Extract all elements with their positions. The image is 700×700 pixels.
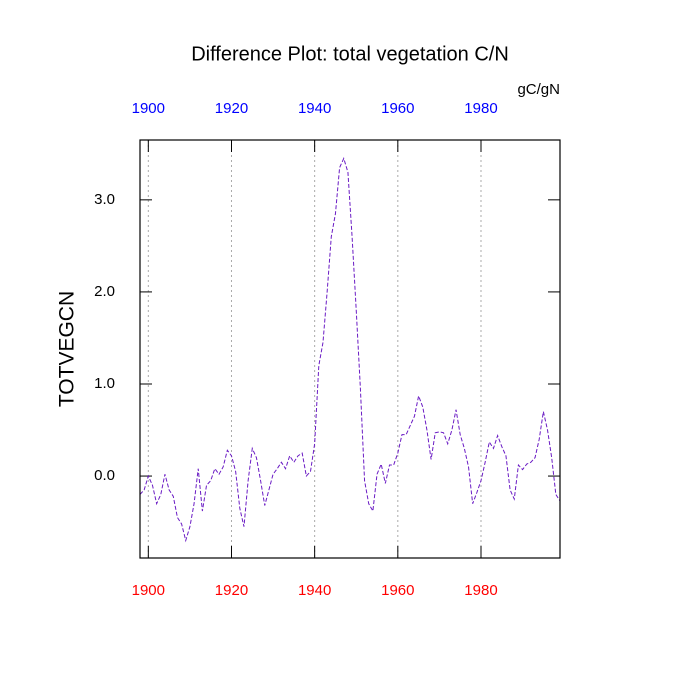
- y-axis-label: TOTVEGCN: [56, 291, 79, 407]
- x-tick-label: 1900: [132, 582, 165, 599]
- x-tick-label: 1960: [381, 582, 414, 599]
- x-tick-label-top: 1920: [215, 100, 248, 117]
- units-label: gC/gN: [517, 81, 560, 98]
- x-tick-label-top: 1960: [381, 100, 414, 117]
- y-tick-label: 3.0: [94, 191, 115, 208]
- x-tick-label: 1940: [298, 582, 331, 599]
- y-tick-label: 0.0: [94, 467, 115, 484]
- chart-title: Difference Plot: total vegetation C/N: [191, 43, 509, 65]
- x-tick-label-top: 1940: [298, 100, 331, 117]
- x-tick-label-top: 1900: [132, 100, 165, 117]
- x-tick-label-top: 1980: [464, 100, 497, 117]
- data-line: [139, 156, 561, 543]
- x-tick-label: 1920: [215, 582, 248, 599]
- y-tick-label: 1.0: [94, 375, 115, 392]
- x-tick-label: 1980: [464, 582, 497, 599]
- plot-frame: [139, 139, 561, 559]
- y-tick-label: 2.0: [94, 283, 115, 300]
